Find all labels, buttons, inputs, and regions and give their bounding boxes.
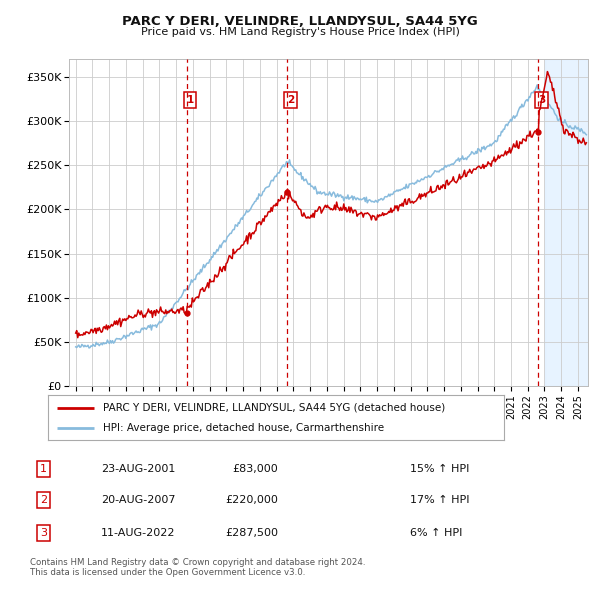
Text: £220,000: £220,000 (225, 495, 278, 505)
Text: PARC Y DERI, VELINDRE, LLANDYSUL, SA44 5YG (detached house): PARC Y DERI, VELINDRE, LLANDYSUL, SA44 5… (103, 403, 445, 412)
Text: 6% ↑ HPI: 6% ↑ HPI (410, 528, 463, 538)
Text: 3: 3 (538, 95, 545, 105)
Text: HPI: Average price, detached house, Carmarthenshire: HPI: Average price, detached house, Carm… (103, 424, 384, 434)
Text: Price paid vs. HM Land Registry's House Price Index (HPI): Price paid vs. HM Land Registry's House … (140, 27, 460, 37)
Text: PARC Y DERI, VELINDRE, LLANDYSUL, SA44 5YG: PARC Y DERI, VELINDRE, LLANDYSUL, SA44 5… (122, 15, 478, 28)
Text: 1: 1 (187, 95, 194, 105)
Bar (545, 59, 588, 386)
Text: 20-AUG-2007: 20-AUG-2007 (101, 495, 176, 505)
Text: 15% ↑ HPI: 15% ↑ HPI (410, 464, 470, 474)
Text: £287,500: £287,500 (225, 528, 278, 538)
Text: £83,000: £83,000 (232, 464, 278, 474)
Text: 17% ↑ HPI: 17% ↑ HPI (410, 495, 470, 505)
Text: Contains HM Land Registry data © Crown copyright and database right 2024.
This d: Contains HM Land Registry data © Crown c… (30, 558, 365, 577)
Text: 11-AUG-2022: 11-AUG-2022 (101, 528, 176, 538)
Text: 2: 2 (287, 95, 294, 105)
Text: 2: 2 (40, 495, 47, 505)
Text: 23-AUG-2001: 23-AUG-2001 (101, 464, 176, 474)
Text: 3: 3 (40, 528, 47, 538)
Text: 1: 1 (40, 464, 47, 474)
